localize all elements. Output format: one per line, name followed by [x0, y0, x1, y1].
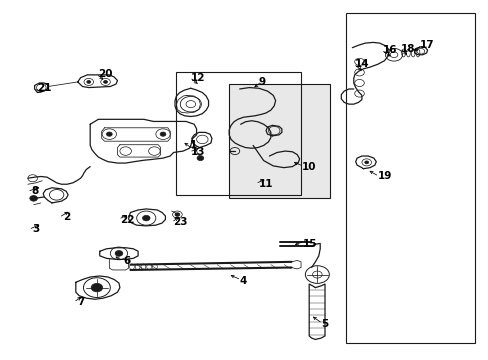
Text: 18: 18: [400, 44, 414, 54]
Text: 21: 21: [38, 83, 52, 93]
Text: 3: 3: [33, 224, 40, 234]
Text: 2: 2: [63, 212, 70, 222]
Bar: [176, 72, 301, 195]
Text: 14: 14: [354, 59, 368, 69]
Bar: [346, 13, 473, 343]
Text: 9: 9: [258, 77, 265, 87]
Circle shape: [142, 215, 150, 221]
Text: 5: 5: [321, 319, 328, 329]
Circle shape: [106, 132, 112, 136]
Text: 23: 23: [173, 217, 188, 227]
Text: 12: 12: [190, 73, 205, 83]
Text: 20: 20: [98, 69, 113, 79]
Circle shape: [115, 251, 122, 256]
Text: 17: 17: [419, 40, 433, 50]
Circle shape: [197, 156, 203, 161]
Text: 13: 13: [190, 148, 205, 157]
Text: 6: 6: [123, 256, 131, 266]
Text: 1: 1: [189, 140, 196, 150]
Text: 19: 19: [377, 171, 391, 181]
Bar: [229, 84, 329, 198]
Circle shape: [364, 161, 368, 164]
Text: 7: 7: [78, 297, 85, 307]
Circle shape: [87, 81, 90, 83]
Text: 22: 22: [120, 215, 134, 225]
Circle shape: [175, 213, 180, 216]
Text: 11: 11: [258, 179, 273, 189]
Circle shape: [103, 81, 107, 83]
Circle shape: [160, 132, 165, 136]
Text: 4: 4: [239, 275, 246, 285]
Text: 10: 10: [302, 162, 316, 172]
Circle shape: [30, 195, 38, 201]
Circle shape: [91, 283, 102, 292]
Text: 8: 8: [31, 186, 39, 196]
Text: 15: 15: [303, 239, 317, 248]
Text: 16: 16: [382, 45, 396, 55]
